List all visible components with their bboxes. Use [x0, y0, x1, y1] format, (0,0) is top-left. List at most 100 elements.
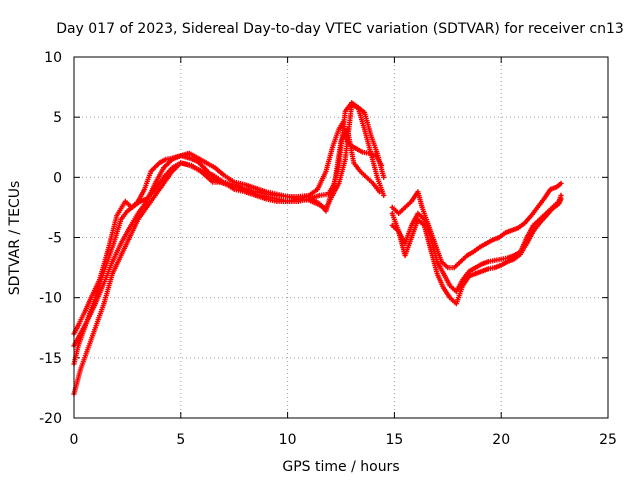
data-point	[102, 269, 106, 273]
data-point	[211, 173, 215, 177]
data-point	[459, 260, 462, 263]
data-point	[525, 242, 529, 245]
data-point	[324, 170, 328, 173]
data-point	[382, 194, 385, 197]
data-point	[318, 203, 321, 207]
data-point	[474, 266, 477, 269]
data-point	[410, 236, 413, 239]
data-point	[89, 296, 93, 299]
data-point	[158, 161, 161, 165]
series-track-e	[389, 180, 564, 271]
data-point	[337, 164, 341, 167]
x-tick-label: 15	[385, 432, 403, 448]
data-point	[467, 269, 471, 273]
data-point	[331, 194, 334, 197]
data-point	[179, 161, 182, 165]
data-point	[153, 182, 157, 185]
data-point	[286, 200, 289, 203]
data-point	[478, 245, 482, 249]
data-point	[480, 269, 484, 273]
x-tick-label: 25	[599, 432, 617, 448]
data-point	[233, 180, 236, 184]
data-point	[532, 230, 535, 233]
y-tick-label: -20	[39, 411, 62, 427]
data-point	[487, 260, 490, 263]
data-point	[149, 170, 153, 173]
data-point	[376, 152, 379, 155]
data-point	[493, 266, 496, 269]
data-point	[211, 180, 215, 184]
data-point	[222, 180, 225, 184]
data-point	[171, 170, 174, 173]
data-point	[391, 212, 394, 215]
data-point	[461, 278, 464, 281]
data-point	[382, 176, 385, 179]
data-point	[94, 326, 97, 329]
data-point	[410, 200, 413, 203]
data-point	[517, 226, 520, 230]
y-tick-label: 10	[44, 50, 62, 66]
data-point	[442, 286, 445, 290]
data-point	[497, 236, 501, 239]
data-point	[555, 185, 558, 189]
data-point	[506, 256, 509, 260]
data-point	[111, 272, 114, 275]
data-point	[549, 188, 552, 191]
data-point	[376, 176, 379, 179]
data-point	[512, 257, 516, 261]
data-point	[493, 259, 496, 262]
data-point	[365, 176, 368, 179]
data-point	[448, 284, 452, 287]
data-point	[500, 263, 503, 267]
data-point	[397, 212, 400, 215]
data-point	[455, 302, 458, 305]
data-point	[307, 198, 311, 202]
data-point	[423, 218, 426, 221]
data-point	[344, 109, 347, 113]
data-point	[453, 266, 456, 269]
data-point	[102, 282, 106, 285]
data-point	[124, 200, 127, 203]
data-point	[128, 236, 131, 239]
data-point	[416, 190, 420, 193]
data-point	[162, 166, 165, 169]
data-point	[391, 206, 394, 209]
data-point	[369, 152, 373, 155]
data-point	[446, 266, 449, 269]
data-point	[275, 200, 279, 203]
data-point	[363, 128, 366, 131]
data-point	[557, 202, 561, 206]
data-point	[410, 224, 413, 227]
data-point	[233, 188, 236, 191]
data-point	[188, 152, 191, 155]
data-point	[222, 173, 225, 177]
data-point	[126, 209, 129, 213]
data-point	[442, 272, 445, 275]
data-point	[536, 206, 539, 209]
x-tick-label: 20	[492, 432, 510, 448]
data-point	[153, 194, 157, 197]
y-tick-labels: -20 -15 -10 -5 0 5 10	[39, 50, 62, 427]
data-point	[145, 206, 148, 209]
data-point	[200, 170, 204, 173]
data-point	[352, 161, 356, 165]
data-point	[85, 320, 89, 323]
data-point	[265, 190, 268, 193]
data-series	[71, 100, 564, 397]
data-point	[162, 182, 165, 185]
data-point	[391, 224, 394, 227]
data-point	[465, 254, 469, 257]
data-point	[455, 290, 458, 293]
data-point	[318, 194, 321, 197]
data-point	[480, 262, 484, 266]
data-point	[196, 160, 200, 163]
data-point	[361, 150, 364, 154]
data-point	[350, 103, 353, 107]
data-point	[79, 332, 82, 335]
data-point	[429, 248, 432, 251]
data-point	[188, 164, 191, 167]
data-point	[485, 242, 488, 245]
data-point	[429, 236, 432, 239]
data-point	[331, 146, 334, 149]
